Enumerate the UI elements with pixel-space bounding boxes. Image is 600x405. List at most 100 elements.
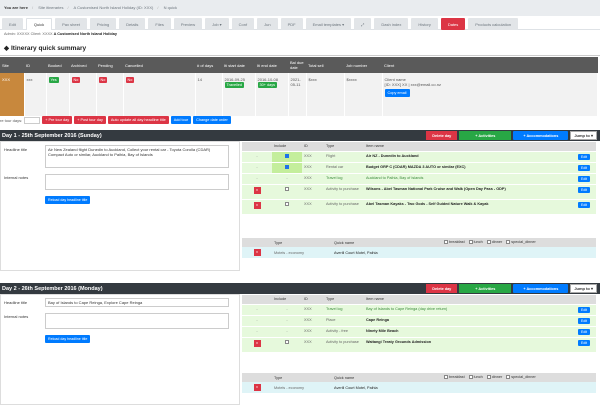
reload-headline-button[interactable]: Reload day headline title (45, 196, 91, 204)
item-row: - XXX Flight Air NZ - Dunedin to Aucklan… (242, 150, 596, 162)
days-badge: 30+ days (257, 82, 278, 88)
item-id: XXX (302, 161, 324, 173)
row-dash: - (256, 317, 258, 322)
internal-notes-textarea[interactable] (45, 174, 229, 190)
remove-accommodation-button[interactable]: x (253, 249, 261, 256)
edit-item-button[interactable]: Edit (578, 201, 591, 208)
include-checkbox[interactable] (285, 164, 289, 169)
item-name: Ninety Mile Beach (364, 325, 576, 337)
tab-preview[interactable]: Preview (173, 18, 203, 30)
tab-job[interactable]: Job ▾ (205, 18, 229, 30)
tab-pdf[interactable]: PDF (280, 18, 303, 30)
item-id: XXX (302, 150, 324, 162)
edit-item-button[interactable]: Edit (578, 328, 591, 335)
item-name: Budget GRP C (CDAR) MAZDA 3 AUTO or simi… (364, 161, 576, 173)
job-number-cell: $xxxx (344, 73, 383, 116)
include-dash: - (286, 317, 288, 322)
client-detail: [ID: XXX] XX | xxx@email.co.nz (384, 82, 441, 87)
add-activities-button[interactable]: + Activities (459, 284, 512, 293)
delete-day-button[interactable]: Delete day (426, 284, 458, 293)
row-dash: - (256, 175, 258, 180)
include-checkbox[interactable] (285, 186, 289, 191)
expand-icon-tab[interactable]: ⤢ (354, 18, 372, 30)
tab-edit[interactable]: Edit (2, 18, 23, 30)
meal-lunch-checkbox[interactable]: lunch (468, 240, 483, 244)
item-id: XXX (302, 183, 324, 199)
item-name: Air NZ - Dunedin to Auckland (364, 150, 576, 162)
day-header: Day 2 - 26th September 2016 (Monday) Del… (0, 283, 600, 294)
bal-due-cell: 2021-05-11 (288, 73, 307, 116)
copy-email-button[interactable]: Copy email (384, 89, 410, 97)
delete-day-button[interactable]: Delete day (426, 131, 458, 140)
item-row: x XXX Activity to purchase Wilsons - Abe… (242, 183, 596, 199)
tab-dates[interactable]: Dates (440, 18, 466, 30)
add-accommodations-button[interactable]: + Accommodations (513, 284, 569, 293)
edit-item-button[interactable]: Edit (578, 317, 591, 324)
edit-item-button[interactable]: Edit (578, 175, 591, 182)
meal-breakfast-checkbox[interactable]: breakfast (444, 240, 465, 244)
edit-item-button[interactable]: Edit (578, 306, 591, 313)
remove-item-button[interactable]: x (253, 186, 261, 194)
add-accommodations-button[interactable]: + Accommodations (513, 131, 569, 140)
include-checkbox[interactable] (285, 201, 289, 206)
tab-conf[interactable]: Conf (231, 18, 255, 30)
headline-title-label: Headline title (4, 147, 28, 152)
headline-title-textarea[interactable]: Bay of Islands to Cape Reinga, Explore C… (45, 298, 229, 307)
column-header: Type (272, 238, 332, 247)
meal-dinner-checkbox[interactable]: dinner (486, 240, 502, 244)
meal-lunch-checkbox[interactable]: lunch (468, 375, 483, 379)
tab-jun[interactable]: Jun (257, 18, 278, 30)
remove-item-button[interactable]: x (253, 339, 261, 347)
meal-special_dinner-checkbox[interactable]: special_dinner (506, 375, 536, 379)
tab-quick[interactable]: Quick (25, 18, 53, 30)
meal-breakfast-checkbox[interactable]: breakfast (444, 375, 465, 379)
column-header: Booked (46, 57, 69, 73)
add-activities-button[interactable]: + Activities (459, 131, 512, 140)
headline-title-textarea[interactable]: Air New Zealand flight Dunedin to Auckla… (45, 145, 229, 168)
tab-files[interactable]: Files (148, 18, 171, 30)
item-name: Abel Tasman Kayaks - Two Gods - Self Gui… (364, 198, 576, 214)
item-type: Place (324, 314, 364, 326)
change-date-order-button[interactable]: Change date order (193, 116, 231, 124)
meal-dinner-checkbox[interactable]: dinner (486, 375, 502, 379)
include-checkbox[interactable] (285, 339, 289, 344)
tab-pax-sheet[interactable]: Pax sheet (55, 18, 87, 30)
meal-label: breakfast (449, 240, 465, 244)
tab-products-calculation[interactable]: Products calculation (468, 18, 519, 30)
remove-accommodation-button[interactable]: x (253, 384, 261, 391)
pre-tour-day-button[interactable]: + Pre tour day (42, 116, 73, 124)
tab-pricing[interactable]: Pricing (89, 18, 117, 30)
edit-item-button[interactable]: Edit (578, 186, 591, 193)
row-dash: - (256, 153, 258, 158)
tour-days-input[interactable] (24, 116, 41, 124)
internal-notes-textarea[interactable] (45, 313, 229, 329)
include-checkbox[interactable] (285, 153, 289, 158)
meal-special_dinner-checkbox[interactable]: special_dinner (506, 240, 536, 244)
column-header: Iti start date (222, 57, 255, 73)
item-row: x XXX Activity to purchase Abel Tasman K… (242, 198, 596, 214)
tab-email-templates[interactable]: Email templates ▾ (305, 18, 352, 30)
remove-item-button[interactable]: x (253, 201, 261, 209)
edit-item-button[interactable]: Edit (578, 164, 591, 171)
client-cell: Client name [ID: XXX] XX | xxx@email.co.… (382, 73, 598, 116)
edit-item-button[interactable]: Edit (578, 339, 591, 346)
jump-to-select[interactable]: Jump to ▾ (570, 131, 597, 140)
column-header: Iti end date (255, 57, 288, 73)
auto-update-headline-button[interactable]: Auto update all day headline title (107, 116, 169, 124)
archived-cell: No (69, 73, 97, 116)
breadcrumb-link-itineraries[interactable]: Site itineraries (38, 5, 64, 10)
row-dash: - (256, 328, 258, 333)
item-name: Auckland to Paihia, Bay of Islands (364, 172, 576, 184)
tab-details[interactable]: Details (119, 18, 146, 30)
item-type: Flight (324, 150, 364, 162)
tab-dash-index[interactable]: Dash index (374, 18, 409, 30)
tab-history[interactable]: History (411, 18, 438, 30)
reload-headline-button[interactable]: Reload day headline title (45, 335, 91, 343)
add-tour-button[interactable]: Add tour (170, 116, 192, 124)
edit-item-button[interactable]: Edit (578, 153, 591, 160)
include-dash: - (286, 328, 288, 333)
breadcrumb-link-itinerary[interactable]: A Customised North Island Holiday (ID: X… (73, 5, 154, 10)
jump-to-select[interactable]: Jump to ▾ (570, 284, 597, 293)
post-tour-day-button[interactable]: + Post tour day (74, 116, 106, 124)
item-type: Rental car (324, 161, 364, 173)
